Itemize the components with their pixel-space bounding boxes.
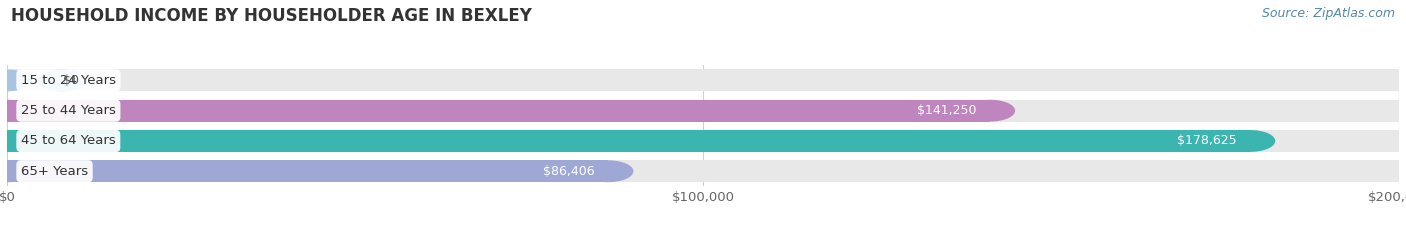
Ellipse shape [0, 130, 32, 152]
Text: 25 to 44 Years: 25 to 44 Years [21, 104, 115, 117]
Ellipse shape [0, 160, 32, 182]
Ellipse shape [583, 160, 634, 182]
Ellipse shape [0, 69, 32, 91]
Text: 45 to 64 Years: 45 to 64 Years [21, 134, 115, 147]
Text: $178,625: $178,625 [1177, 134, 1236, 147]
Text: Source: ZipAtlas.com: Source: ZipAtlas.com [1261, 7, 1395, 20]
Ellipse shape [1374, 100, 1406, 122]
Text: 65+ Years: 65+ Years [21, 165, 89, 178]
Ellipse shape [0, 100, 32, 122]
Ellipse shape [0, 69, 32, 91]
Ellipse shape [1374, 130, 1406, 152]
Bar [7, 160, 1399, 182]
Text: HOUSEHOLD INCOME BY HOUSEHOLDER AGE IN BEXLEY: HOUSEHOLD INCOME BY HOUSEHOLDER AGE IN B… [11, 7, 531, 25]
Bar [7, 100, 1399, 122]
Text: 15 to 24 Years: 15 to 24 Years [21, 74, 115, 87]
Bar [7, 130, 1250, 152]
Ellipse shape [0, 160, 32, 182]
Ellipse shape [1374, 160, 1406, 182]
Bar [7, 100, 990, 122]
Ellipse shape [38, 69, 87, 91]
Bar [7, 69, 1399, 91]
Ellipse shape [0, 130, 32, 152]
Text: $0: $0 [63, 74, 79, 87]
Ellipse shape [965, 100, 1015, 122]
Ellipse shape [1225, 130, 1275, 152]
Ellipse shape [0, 100, 32, 122]
Bar [7, 160, 609, 182]
Text: $86,406: $86,406 [543, 165, 595, 178]
Bar [7, 130, 1399, 152]
Ellipse shape [1374, 69, 1406, 91]
Text: $141,250: $141,250 [917, 104, 976, 117]
